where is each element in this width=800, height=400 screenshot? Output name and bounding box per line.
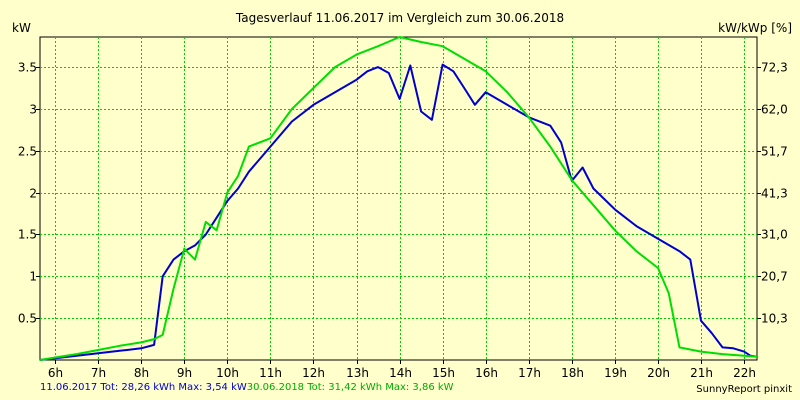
x-tick-label: 11h [259,366,282,380]
y-tick-label: 3 [29,103,37,117]
footer-legend: 11.06.2017 Tot: 28,26 kWh Max: 3,54 kW30… [40,382,454,393]
x-tick-label: 22h [733,366,756,380]
y2-tick-label: 72,3 [761,61,788,75]
x-tick-label: 14h [389,366,412,380]
x-tick-label: 18h [561,366,584,380]
y2-tick-label: 31,0 [761,228,788,242]
x-tick-label: 8h [134,366,149,380]
x-tick-label: 9h [177,366,192,380]
y-tick-label: 3.5 [18,61,37,75]
y-tick-label: 0.5 [18,312,37,326]
y-tick-label: 2.5 [18,145,37,159]
y-tick-label: 2 [29,187,37,201]
footer-credit: SunnyReport pinxit [696,384,792,395]
x-tick-label: 21h [690,366,713,380]
x-tick-label: 20h [647,366,670,380]
series-line-2 [39,36,758,361]
x-tick-label: 17h [518,366,541,380]
series-line-1 [39,63,758,361]
y2-tick-label: 10,3 [761,312,788,326]
x-tick-label: 15h [432,366,455,380]
y-tick-label: 1 [29,270,37,284]
plot-area-frame [39,36,758,361]
x-tick-label: 16h [475,366,498,380]
y-tick-label: 1.5 [18,228,37,242]
y2-tick-label: 51,7 [761,145,788,159]
y2-tick-label: 41,3 [761,187,788,201]
x-tick-label: 6h [48,366,63,380]
legend-series-2: 30.06.2018 Tot: 31,42 kWh Max: 3,86 kW [246,382,454,393]
y-axis-label-right: kW/kWp [%] [718,21,792,35]
y2-tick-label: 20,7 [761,270,788,284]
y-axis-label-left: kW [12,21,31,35]
x-tick-label: 7h [91,366,106,380]
x-tick-label: 12h [302,366,325,380]
legend-series-1: 11.06.2017 Tot: 28,26 kWh Max: 3,54 kW [40,382,247,393]
chart-title: Tagesverlauf 11.06.2017 im Vergleich zum… [235,11,565,25]
x-tick-label: 13h [346,366,369,380]
x-tick-label: 19h [604,366,627,380]
x-tick-label: 10h [216,366,239,380]
y2-tick-label: 62,0 [761,103,788,117]
